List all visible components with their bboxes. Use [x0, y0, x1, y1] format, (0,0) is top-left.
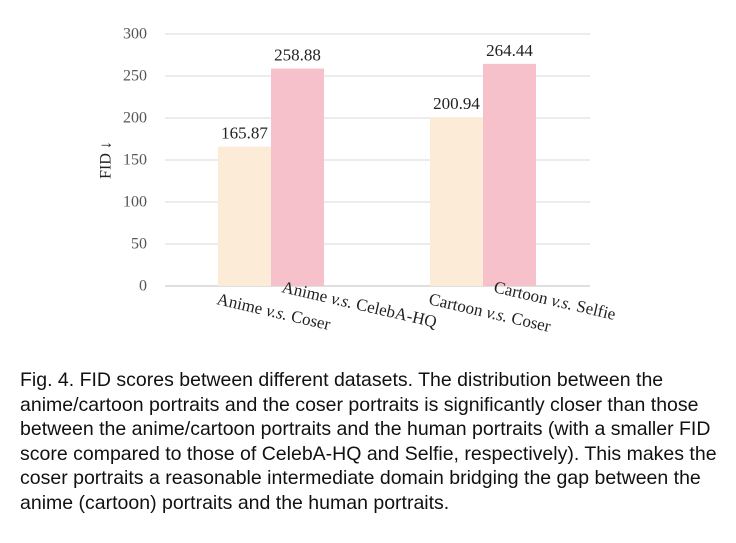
category-label-part: Coser [505, 307, 552, 335]
category-label-part: Anime [280, 277, 334, 307]
y-tick-label: 100 [123, 194, 147, 211]
bar [271, 68, 324, 286]
y-axis-label: FID ↓ [98, 141, 115, 179]
y-tick-label: 200 [123, 110, 147, 127]
category-label-part: CelebA-HQ [350, 294, 438, 332]
y-tick-label: 50 [131, 236, 147, 253]
data-label: 258.88 [274, 46, 321, 65]
category-label-part: v.s. [329, 289, 354, 312]
y-tick-label: 250 [123, 68, 147, 85]
data-label: 165.87 [221, 124, 268, 143]
fid-bar-chart: 0 50 100 150 200 250 300 165.87 Anime v.s. Cose… [98, 26, 618, 336]
category-label-part: Anime [215, 289, 269, 319]
category-label-part: Selfie [570, 295, 617, 323]
bar [430, 117, 483, 286]
category-label-part: v.s. [264, 301, 289, 324]
bars [218, 63, 536, 287]
category-label-part: v.s. [485, 303, 510, 326]
figure-caption: Fig. 4. FID scores between different dat… [20, 369, 717, 514]
data-label: 200.94 [433, 94, 480, 113]
y-tick-label: 0 [139, 278, 147, 295]
y-tick-label: 300 [123, 26, 147, 43]
category-label-part: Coser [285, 306, 332, 334]
y-tick-label: 150 [123, 152, 147, 169]
bar [483, 63, 536, 287]
category-label-part: v.s. [550, 291, 575, 314]
bar [218, 146, 271, 286]
data-label: 264.44 [486, 41, 533, 60]
